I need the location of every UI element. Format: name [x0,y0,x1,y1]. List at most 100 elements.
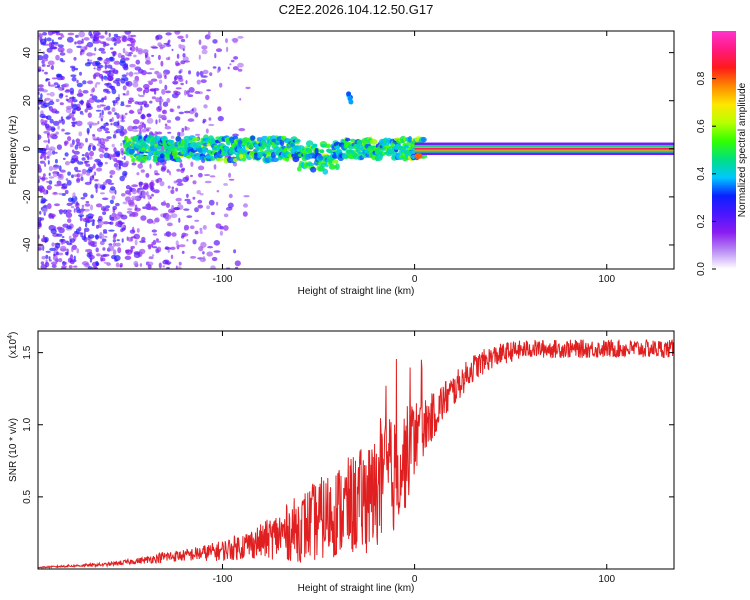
spectrogram-noise-mark [76,79,79,84]
spectrogram-noise-mark [176,53,180,59]
spectrogram-noise-mark [182,176,189,183]
spectrogram-noise-mark [103,107,107,111]
spectrogram-noise-mark [142,206,147,209]
spectrogram-noise-mark [79,217,84,221]
spectrogram-noise-mark [106,262,111,266]
spectrogram-noise-mark [200,75,208,78]
spectrogram-noise-mark [92,53,96,56]
spectrogram-noise-mark [76,178,81,183]
spectrogram-noise-mark [96,104,100,107]
spectrogram-noise-mark [82,192,88,198]
spectrogram-noise-mark [229,63,232,66]
spectrogram-noise-mark [184,125,187,131]
spectrogram-noise-mark [62,261,66,266]
spectrogram-noise-mark [52,255,58,261]
spectrogram-noise-mark [86,61,93,65]
spectrogram-noise-mark [119,262,123,268]
spectrogram-noise-mark [159,44,166,49]
spectrogram-noise-mark [198,172,203,178]
spectrogram-noise-mark [70,101,74,108]
spectrogram-noise-mark [82,80,87,85]
spectrogram-noise-mark [185,80,188,85]
spectrogram-noise-mark [173,90,179,94]
spectrogram-noise-mark [56,233,63,237]
spectrogram-noise-mark [102,221,109,225]
spectrogram-noise-mark [65,95,68,98]
spectrogram-noise-mark [43,119,48,123]
spectrogram-noise-mark [213,164,217,170]
spectrogram-noise-mark [109,175,113,178]
spectrogram-band-mark [326,143,331,149]
spectrogram-noise-mark [102,231,108,234]
spectrogram-noise-mark [65,212,73,218]
spectrogram-noise-mark [140,215,147,221]
spectrogram-noise-mark [51,264,57,269]
spectrogram-noise-mark [51,215,55,220]
spectrogram-noise-mark [144,52,149,57]
spectrogram-noise-mark [44,261,50,268]
spectrogram-noise-mark [61,118,65,125]
colorbar-label: Normalized spectral amplitude [737,82,748,217]
spectrogram-noise-mark [155,240,162,243]
y-tick-label: 1.5 [22,345,33,359]
spectrogram-noise-mark [146,117,154,124]
spectrogram-noise-mark [208,199,215,206]
spectrogram-noise-mark [103,127,109,132]
snr-y-multiplier-base: (x10 [8,338,19,358]
spectrogram-noise-mark [132,125,139,130]
spectrogram-noise-mark [140,169,145,173]
spectrogram-noise-mark [84,160,88,165]
spectrogram-noise-mark [38,32,43,38]
spectrogram-noise-mark [210,211,215,216]
spectrogram-noise-mark [98,47,105,52]
spectrogram-noise-mark [64,189,69,195]
spectrogram-noise-mark [74,166,79,171]
spectrogram-band-mark [241,157,247,162]
spectrogram-noise-mark [86,172,91,176]
spectrogram-noise-mark [57,258,63,263]
spectrogram-noise-mark [95,109,102,112]
spectrogram-noise-mark [66,48,73,54]
spectrogram-noise-mark [105,205,110,209]
spectrogram-noise-mark [167,222,173,227]
spectrogram-noise-mark [45,250,51,253]
spectrogram-noise-mark [115,242,121,247]
spectrogram-noise-mark [102,138,110,142]
spectrogram-noise-mark [145,203,152,209]
spectrogram-noise-mark [192,180,197,185]
spectrogram-noise-mark [94,99,102,103]
spectrogram-noise-mark [155,238,159,242]
spectrogram-noise-mark [109,221,114,225]
spectrogram-noise-mark [96,167,103,172]
spectrogram-noise-mark [129,63,136,68]
spectrogram-noise-mark [167,185,171,189]
spectrogram-noise-mark [129,229,136,234]
spectrogram-noise-mark [96,64,104,69]
snr-series-line [38,339,674,569]
spectrogram-noise-mark [83,37,90,41]
spectrogram-noise-mark [196,79,201,85]
spectrogram-noise-mark [64,140,69,145]
spectrogram-noise-mark [108,69,113,73]
spectrogram-noise-mark [94,158,101,163]
spectrogram-noise-mark [164,123,168,127]
spectrogram-noise-mark [120,101,125,104]
spectrogram-noise-mark [39,113,46,118]
spectrogram-noise-mark [135,59,141,65]
spectrogram-noise-mark [192,239,197,245]
spectrogram-noise-mark [112,249,117,256]
spectrogram-noise-mark [127,208,133,211]
spectrogram-noise-mark [99,153,104,159]
spectrogram-noise-mark [57,125,60,130]
spectrogram-noise-mark [228,178,235,181]
spectrogram-noise-mark [90,204,93,211]
spectrogram-noise-mark [206,251,213,257]
spectrogram-noise-mark [46,64,51,67]
spectrogram-noise-mark [160,60,164,67]
spectrogram-noise-mark [131,195,138,201]
spectrogram-noise-mark [202,120,205,124]
spectrogram-noise-mark [41,255,46,260]
spectrogram-noise-mark [196,190,201,195]
spectrogram-noise-mark [156,72,162,78]
spectrogram-noise-mark [87,266,93,269]
